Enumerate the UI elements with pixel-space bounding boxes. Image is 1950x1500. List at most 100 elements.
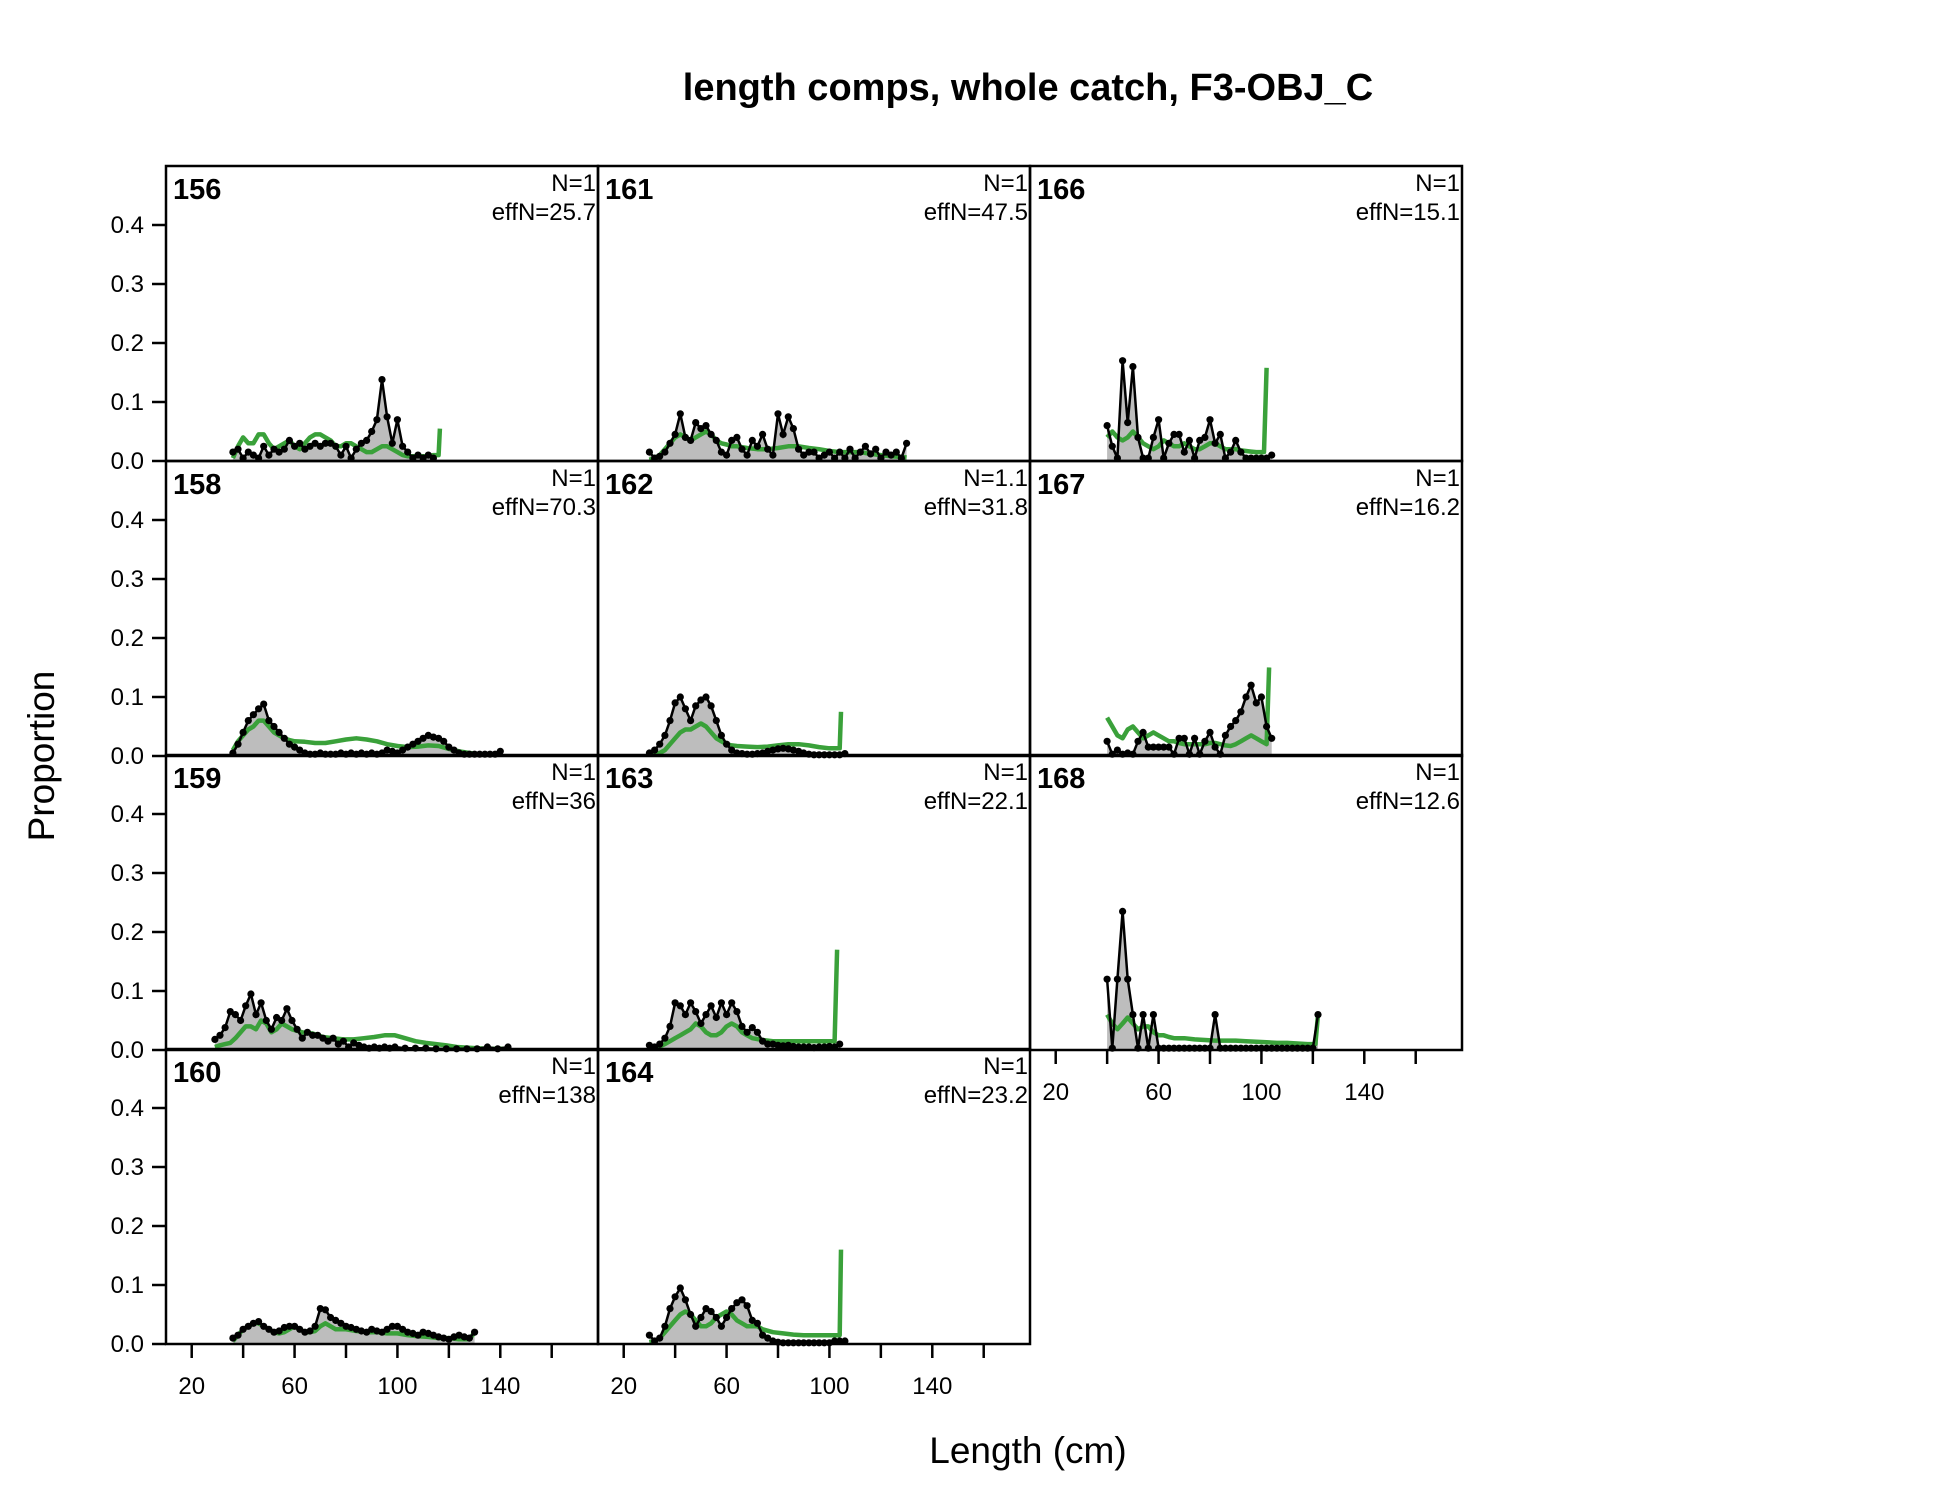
panel-effn-label: effN=138	[498, 1082, 596, 1109]
observed-point	[676, 693, 684, 701]
observed-point	[1263, 722, 1271, 731]
y-tick-label: 0.3	[111, 271, 144, 298]
observed-point	[692, 1322, 700, 1330]
observed-point	[1191, 734, 1199, 742]
observed-point	[1206, 416, 1214, 424]
x-tick-label: 60	[281, 1373, 308, 1400]
observed-point	[887, 451, 895, 459]
observed-point	[363, 436, 371, 444]
observed-point	[671, 430, 679, 438]
panel-effn-label: effN=23.2	[924, 1082, 1028, 1109]
observed-point	[1227, 722, 1235, 731]
panel-id-label: 161	[605, 174, 653, 206]
observed-area	[649, 413, 907, 461]
panel-effn-label: effN=12.6	[1356, 788, 1460, 815]
panel-id-label: 166	[1037, 174, 1085, 206]
y-tick-label: 0.1	[111, 684, 144, 711]
panel-n-label: N=1	[551, 759, 596, 786]
panel-id-label: 158	[173, 469, 221, 501]
y-tick-label: 0.0	[111, 743, 144, 770]
observed-point	[666, 439, 674, 447]
observed-area	[649, 1288, 845, 1344]
observed-point	[1175, 430, 1183, 438]
observed-area	[1107, 911, 1318, 1050]
observed-point	[1175, 734, 1183, 742]
observed-point	[285, 436, 293, 444]
panel-id-label: 168	[1037, 763, 1085, 795]
observed-point	[681, 1296, 690, 1304]
observed-point	[723, 1313, 731, 1322]
panel-effn-label: effN=22.1	[924, 788, 1028, 815]
observed-point	[800, 451, 808, 459]
observed-point	[764, 445, 772, 453]
observed-point	[697, 1019, 705, 1028]
observed-point	[692, 702, 700, 710]
observed-point	[1185, 436, 1193, 444]
expected-line	[649, 711, 844, 758]
panel-effn-label: effN=70.3	[492, 494, 596, 521]
observed-point	[275, 728, 283, 737]
panel-n-label: N=1	[1415, 465, 1460, 492]
observed-point	[702, 422, 710, 430]
observed-point	[496, 747, 504, 755]
observed-point	[1242, 693, 1250, 701]
observed-point	[388, 1322, 396, 1330]
observed-point	[373, 416, 381, 424]
x-tick-label: 60	[713, 1373, 740, 1400]
observed-point	[676, 1284, 684, 1292]
observed-point	[867, 450, 875, 458]
panel-n-label: N=1	[551, 1053, 596, 1080]
observed-point	[1113, 975, 1121, 983]
observed-point	[836, 1040, 844, 1048]
observed-point	[270, 722, 278, 731]
observed-point	[676, 410, 684, 418]
observed-point	[1232, 717, 1240, 725]
observed-point	[1201, 737, 1209, 745]
x-tick-label: 20	[178, 1373, 205, 1400]
panel-effn-label: effN=15.1	[1356, 199, 1460, 226]
y-tick-label: 0.1	[111, 389, 144, 416]
observed-point	[383, 1325, 391, 1333]
y-tick-label: 0.2	[111, 625, 144, 652]
chart-title: length comps, whole catch, F3-OBJ_C	[683, 67, 1373, 109]
observed-point	[1221, 731, 1229, 740]
x-axis-label: Length (cm)	[929, 1430, 1126, 1471]
observed-point	[656, 452, 664, 460]
panel-id-label: 160	[173, 1057, 221, 1089]
observed-point	[255, 705, 263, 713]
y-tick-label: 0.2	[111, 1213, 144, 1240]
observed-point	[712, 1013, 720, 1022]
panel-frame	[1028, 753, 1464, 1052]
observed-point	[723, 1011, 731, 1019]
observed-point	[321, 439, 329, 447]
y-axis-label: Proportion	[21, 671, 62, 842]
observed-point	[1247, 681, 1255, 689]
observed-point	[260, 700, 268, 708]
observed-point	[1139, 1011, 1147, 1019]
observed-point	[784, 413, 792, 421]
observed-point	[1149, 743, 1157, 751]
x-tick-label: 140	[912, 1373, 952, 1400]
observed-point	[342, 442, 350, 450]
observed-point	[1268, 451, 1276, 459]
observed-point	[825, 448, 834, 456]
observed-point	[247, 990, 255, 998]
observed-point	[661, 448, 669, 456]
x-tick-label: 60	[1145, 1079, 1172, 1106]
panel-n-label: N=1	[983, 170, 1028, 197]
observed-point	[1232, 436, 1240, 444]
observed-point	[1237, 708, 1245, 716]
observed-point	[1139, 728, 1147, 737]
observed-point	[231, 1011, 239, 1019]
observed-point	[332, 442, 340, 450]
y-tick-label: 0.0	[111, 1037, 144, 1064]
observed-point	[1180, 734, 1188, 742]
observed-point	[728, 436, 736, 444]
